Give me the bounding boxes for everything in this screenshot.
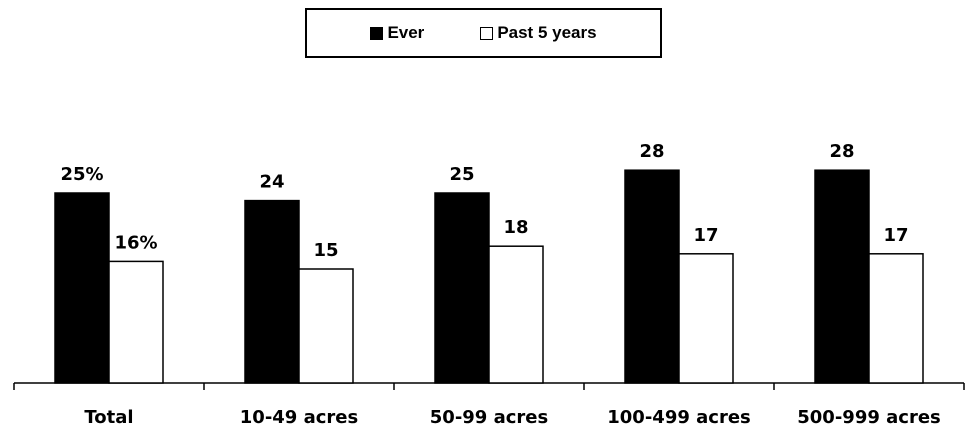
x-tick-label-50-99-acres: 50-99 acres — [430, 407, 548, 428]
legend-swatch-ever — [370, 26, 384, 40]
x-tick-label-10-49-acres: 10-49 acres — [240, 407, 358, 428]
bar-past-5-years-100-499-acres — [678, 253, 734, 384]
x-tick-label-100-499-acres: 100-499 acres — [607, 407, 751, 428]
bar-past-5-years-50-99-acres — [488, 245, 544, 384]
x-tick-label-total: Total — [84, 407, 133, 428]
legend: Ever Past 5 years — [305, 8, 662, 58]
data-label-past-5-years-100-499-acres: 17 — [693, 225, 718, 246]
bar-past-5-years-total — [108, 260, 164, 384]
data-label-ever-100-499-acres: 28 — [639, 141, 664, 162]
bar-ever-100-499-acres — [624, 169, 680, 384]
legend-swatch-past-5-years — [480, 26, 494, 40]
bar-past-5-years-500-999-acres — [868, 253, 924, 384]
legend-label-past-5-years: Past 5 years — [497, 23, 597, 42]
bar-past-5-years-10-49-acres — [298, 268, 354, 384]
legend-label-ever: Ever — [387, 23, 425, 42]
bar-ever-500-999-acres — [814, 169, 870, 384]
data-label-past-5-years-50-99-acres: 18 — [503, 217, 528, 238]
data-label-ever-50-99-acres: 25 — [449, 164, 474, 185]
legend-item-ever: Ever — [370, 23, 424, 43]
bar-ever-total — [54, 192, 110, 384]
data-label-past-5-years-500-999-acres: 17 — [883, 225, 908, 246]
bar-ever-50-99-acres — [434, 192, 490, 384]
data-label-ever-10-49-acres: 24 — [259, 172, 284, 193]
data-label-past-5-years-10-49-acres: 15 — [313, 240, 338, 261]
bar-ever-10-49-acres — [244, 199, 300, 384]
data-label-ever-500-999-acres: 28 — [829, 141, 854, 162]
x-tick-label-500-999-acres: 500-999 acres — [797, 407, 941, 428]
data-label-ever-total: 25% — [60, 164, 103, 185]
legend-item-past-5-years: Past 5 years — [480, 23, 597, 43]
data-label-past-5-years-total: 16% — [114, 232, 157, 253]
